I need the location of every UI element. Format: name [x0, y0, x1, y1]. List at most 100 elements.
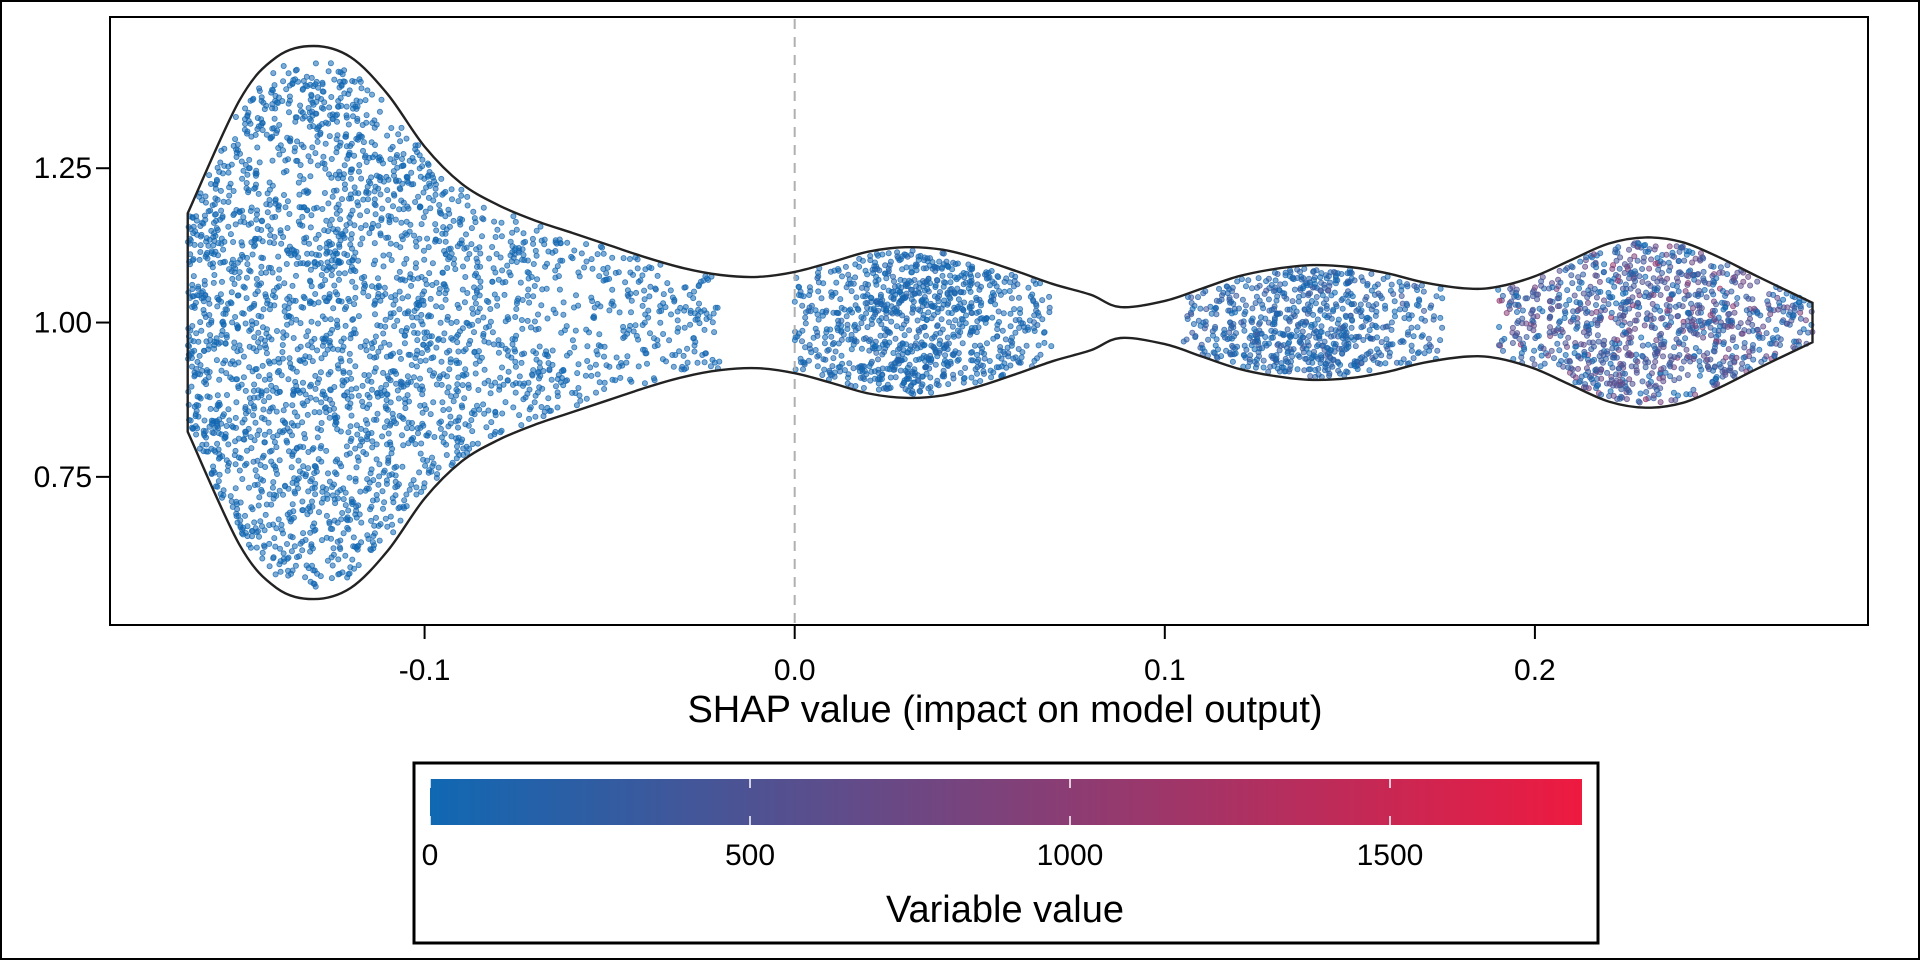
shap-point — [349, 257, 356, 264]
shap-point — [223, 370, 230, 377]
shap-point — [907, 383, 914, 390]
shap-point — [1372, 322, 1379, 329]
shap-point — [433, 303, 440, 310]
shap-point — [652, 285, 659, 292]
shap-point — [1012, 273, 1019, 280]
shap-point — [325, 171, 332, 178]
shap-point — [346, 350, 353, 357]
shap-point — [419, 420, 426, 427]
shap-point — [224, 467, 231, 474]
shap-point — [371, 300, 378, 307]
shap-point — [293, 66, 300, 73]
shap-point — [312, 491, 319, 498]
shap-point — [238, 530, 245, 537]
shap-point — [242, 403, 249, 410]
shap-point — [1212, 323, 1219, 330]
shap-point — [532, 326, 539, 333]
shap-point — [1408, 342, 1415, 349]
shap-point — [608, 300, 615, 307]
shap-point — [207, 332, 214, 339]
shap-point — [1227, 319, 1234, 326]
shap-point — [1273, 297, 1280, 304]
shap-point — [250, 394, 257, 401]
shap-point — [1025, 284, 1032, 291]
shap-point — [326, 104, 333, 111]
shap-point — [192, 299, 199, 306]
shap-point — [969, 348, 976, 355]
shap-point — [204, 393, 211, 400]
shap-point — [1566, 297, 1573, 304]
shap-point — [221, 162, 228, 169]
shap-point — [867, 306, 874, 313]
shap-point — [1295, 298, 1302, 305]
shap-point — [564, 377, 571, 384]
shap-point — [387, 313, 394, 320]
shap-point — [1414, 324, 1421, 331]
shap-point — [360, 196, 367, 203]
shap-point — [1041, 339, 1048, 346]
shap-point — [1238, 319, 1245, 326]
shap-point — [306, 298, 313, 305]
shap-point — [855, 306, 862, 313]
shap-point — [232, 376, 239, 383]
shap-point — [831, 369, 838, 376]
shap-point — [368, 91, 375, 98]
shap-point — [384, 418, 391, 425]
shap-point — [259, 238, 266, 245]
shap-point — [351, 543, 358, 550]
shap-point — [413, 363, 420, 370]
shap-point — [299, 379, 306, 386]
shap-point — [477, 284, 484, 291]
shap-point — [252, 235, 259, 242]
shap-point — [1259, 301, 1266, 308]
shap-point — [345, 121, 352, 128]
shap-point — [684, 345, 691, 352]
shap-point — [256, 427, 263, 434]
shap-point — [440, 281, 447, 288]
shap-point — [293, 157, 300, 164]
shap-point — [1626, 389, 1633, 396]
shap-point — [1294, 266, 1301, 273]
shap-point — [214, 252, 221, 259]
shap-point — [1218, 353, 1225, 360]
shap-point — [492, 412, 499, 419]
shap-point — [395, 395, 402, 402]
shap-point — [333, 118, 340, 125]
shap-point — [593, 389, 600, 396]
shap-point — [556, 286, 563, 293]
shap-point — [424, 235, 431, 242]
shap-point — [397, 138, 404, 145]
shap-point — [396, 306, 403, 313]
shap-point — [1660, 353, 1667, 360]
shap-point — [347, 423, 354, 430]
shap-point — [337, 216, 344, 223]
shap-point — [554, 393, 561, 400]
shap-point — [539, 286, 546, 293]
shap-point — [297, 443, 304, 450]
shap-point — [502, 399, 509, 406]
shap-point — [1330, 332, 1337, 339]
shap-point — [373, 416, 380, 423]
shap-point — [493, 250, 500, 257]
shap-point — [433, 227, 440, 234]
shap-point — [1570, 314, 1577, 321]
shap-point — [326, 337, 333, 344]
shap-point — [1740, 278, 1747, 285]
shap-point — [446, 366, 453, 373]
shap-point — [538, 237, 545, 244]
shap-point — [588, 256, 595, 263]
shap-point — [340, 343, 347, 350]
shap-point — [345, 429, 352, 436]
shap-point — [965, 285, 972, 292]
shap-point — [1243, 283, 1250, 290]
shap-point — [418, 221, 425, 228]
shap-point — [1328, 292, 1335, 299]
shap-point — [472, 300, 479, 307]
shap-point — [1287, 362, 1294, 369]
shap-point — [584, 357, 591, 364]
shap-point — [1229, 358, 1236, 365]
shap-point — [352, 268, 359, 275]
shap-point — [1391, 298, 1398, 305]
shap-point — [1687, 391, 1694, 398]
shap-point — [230, 142, 237, 149]
